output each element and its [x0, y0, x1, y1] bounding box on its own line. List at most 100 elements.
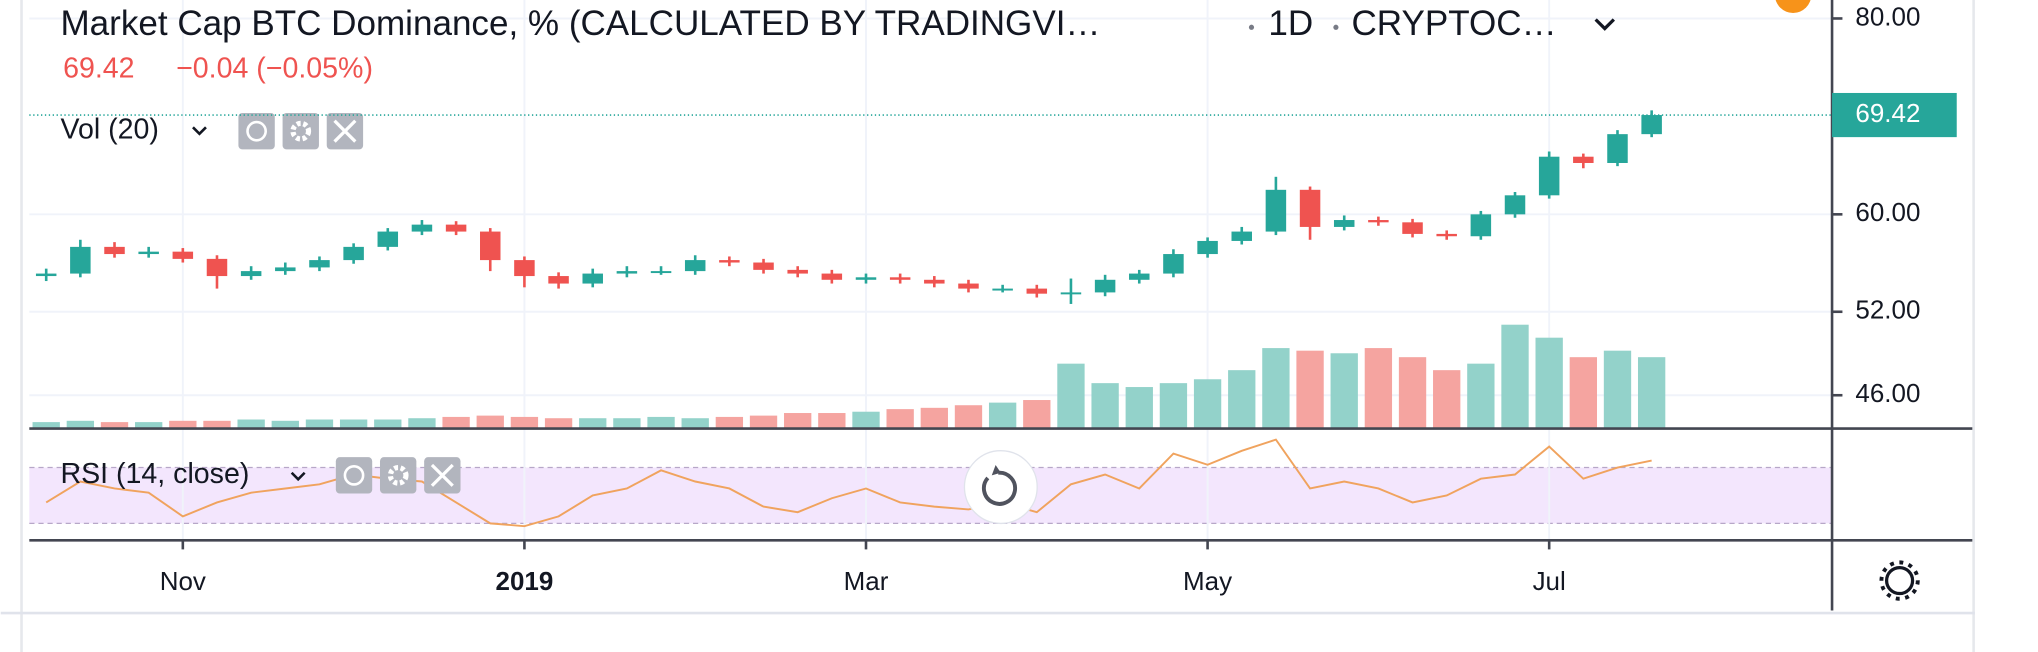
candle-body	[377, 231, 399, 247]
reset-circle[interactable]	[963, 450, 1038, 525]
candle-body	[172, 251, 194, 259]
rsi-controls	[335, 457, 461, 494]
volume-label: Vol (20)	[60, 114, 158, 146]
candle-body	[1060, 292, 1082, 295]
volume-bar	[1023, 400, 1051, 429]
volume-bar	[920, 407, 948, 429]
candle-body	[650, 271, 672, 274]
y-tick-label: 80.00	[1855, 1, 1920, 31]
volume-bar	[681, 418, 709, 429]
volume-bar	[1228, 370, 1256, 429]
volume-bar	[954, 405, 983, 429]
volume-bar	[1330, 353, 1358, 429]
reset-button[interactable]	[963, 450, 1038, 525]
visibility-button[interactable]	[335, 457, 373, 494]
candle-body	[1129, 273, 1150, 280]
volume-bar	[237, 419, 265, 429]
gear-icon	[387, 464, 409, 486]
chart-title: Market Cap BTC Dominance, % (CALCULATED …	[60, 4, 1100, 43]
volume-bar	[339, 419, 368, 429]
candle-body	[1436, 233, 1457, 237]
volume-bar	[1159, 383, 1188, 429]
volume-bar	[1364, 348, 1393, 429]
candle-body	[35, 273, 57, 277]
exchange: CRYPTOC…	[1351, 4, 1556, 43]
volume-bar	[647, 416, 675, 429]
candle-body	[1607, 134, 1628, 163]
volume-bar	[1398, 357, 1427, 429]
volume-menu[interactable]	[192, 126, 207, 136]
candle-body	[445, 224, 467, 232]
candle-body	[616, 271, 638, 274]
interval: 1D	[1268, 4, 1313, 43]
rsi-label: RSI (14, close)	[60, 458, 249, 490]
candle-body	[206, 258, 228, 277]
volume-bar	[1501, 324, 1529, 429]
x-tick-label: Jul	[1533, 566, 1566, 596]
gear-teeth	[1879, 560, 1920, 601]
volume-bar	[784, 413, 812, 429]
y-tick-label: 46.00	[1855, 378, 1920, 408]
rsi-menu[interactable]	[290, 471, 306, 482]
candle-body	[855, 277, 877, 280]
volume-bar	[1193, 379, 1222, 429]
volume-bar	[510, 416, 539, 429]
candle-body	[684, 260, 706, 272]
volume-bar	[886, 409, 914, 429]
volume-bar	[1296, 350, 1324, 429]
candle-body	[787, 269, 808, 274]
candle-body	[70, 246, 91, 274]
chart-settings[interactable]	[1879, 560, 1920, 601]
volume-bar	[1125, 387, 1153, 429]
volume-bar	[476, 415, 504, 429]
volume-bar	[1569, 357, 1597, 429]
candle-body	[924, 279, 945, 284]
price-change: −0.04 (−0.05%)	[176, 53, 373, 85]
volume-bar	[32, 422, 60, 429]
candle-body	[1538, 156, 1560, 196]
volume-bar	[818, 413, 846, 429]
settings-button[interactable]	[379, 457, 417, 494]
visibility-button[interactable]	[238, 112, 275, 150]
x-tick-label: Mar	[844, 566, 889, 596]
candle-body	[821, 273, 843, 280]
gear-icon	[1884, 565, 1915, 596]
volume-bar	[271, 420, 299, 429]
candle-body	[138, 251, 159, 255]
candle-body	[719, 260, 740, 263]
x-tick-label: May	[1183, 566, 1232, 596]
candle-body	[1470, 214, 1492, 237]
volume-bar	[1433, 370, 1461, 429]
eye-icon	[246, 120, 267, 142]
alert-badge[interactable]	[1775, 0, 1811, 13]
reset-arrow	[991, 464, 1001, 476]
candle-body	[240, 271, 262, 277]
candle-body	[1504, 195, 1526, 215]
candle-body	[275, 267, 296, 272]
volume-bar	[1262, 348, 1290, 429]
candle-body	[1163, 254, 1184, 274]
volume-controls	[238, 112, 364, 150]
candle-body	[1231, 231, 1252, 241]
settings-button[interactable]	[282, 112, 319, 150]
volume-bar	[135, 422, 163, 429]
volume-bar	[579, 418, 607, 429]
candle-body	[480, 231, 501, 261]
rsi-band	[29, 467, 1833, 524]
candle-body	[514, 260, 535, 277]
volume-bar	[852, 411, 880, 429]
candle-body	[1368, 220, 1389, 223]
volume-bar	[66, 420, 95, 429]
volume-bar	[408, 418, 436, 429]
volume-bar	[1091, 383, 1119, 429]
candle-body	[1333, 220, 1355, 227]
symbol-menu[interactable]	[1594, 18, 1616, 31]
volume-bar	[1637, 357, 1666, 429]
volume-bar	[1535, 337, 1563, 429]
volume-bar	[1603, 350, 1632, 429]
candle-body	[1026, 288, 1048, 294]
volume-bar	[169, 420, 197, 429]
separator-dot	[1333, 24, 1339, 30]
